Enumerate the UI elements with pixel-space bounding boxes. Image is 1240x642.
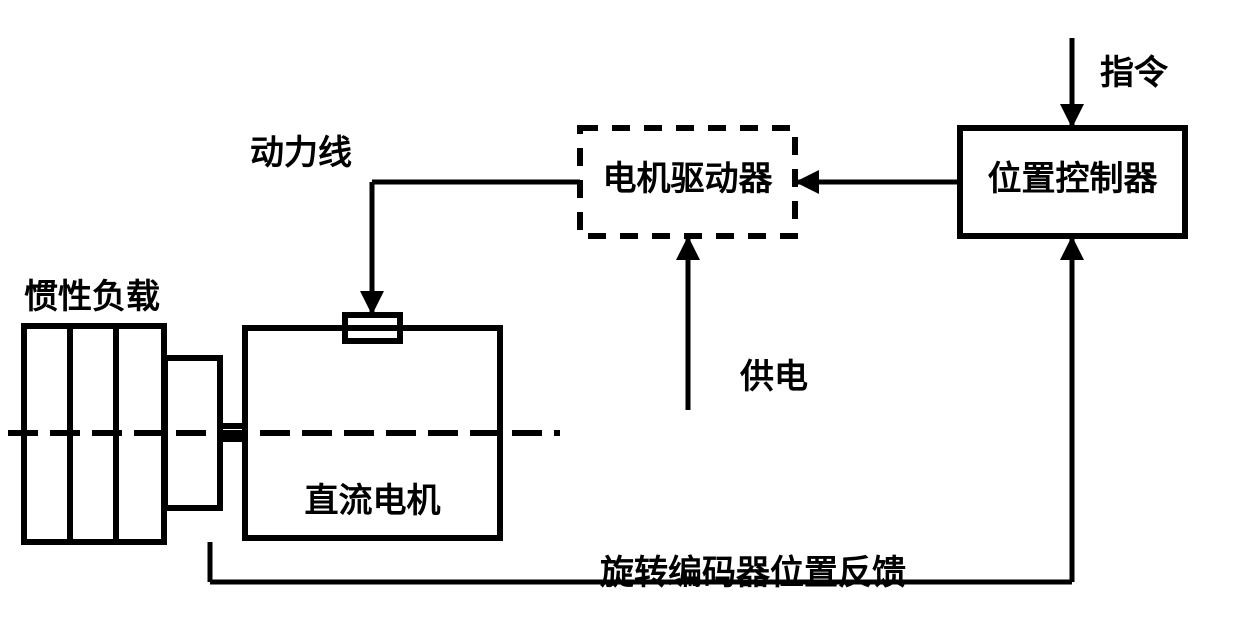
inertial-load-label: 惯性负载	[24, 278, 160, 316]
power_line-label: 动力线	[250, 134, 352, 172]
motor-driver-label: 电机驱动器	[603, 160, 774, 198]
encoder_feedback-label: 旋转编码器位置反馈	[600, 554, 906, 592]
power_supply-label: 供电	[739, 358, 808, 396]
command-label: 指令	[1100, 54, 1169, 92]
position-controller-label: 位置控制器	[988, 160, 1159, 198]
dc-motor-label: 直流电机	[305, 482, 441, 520]
